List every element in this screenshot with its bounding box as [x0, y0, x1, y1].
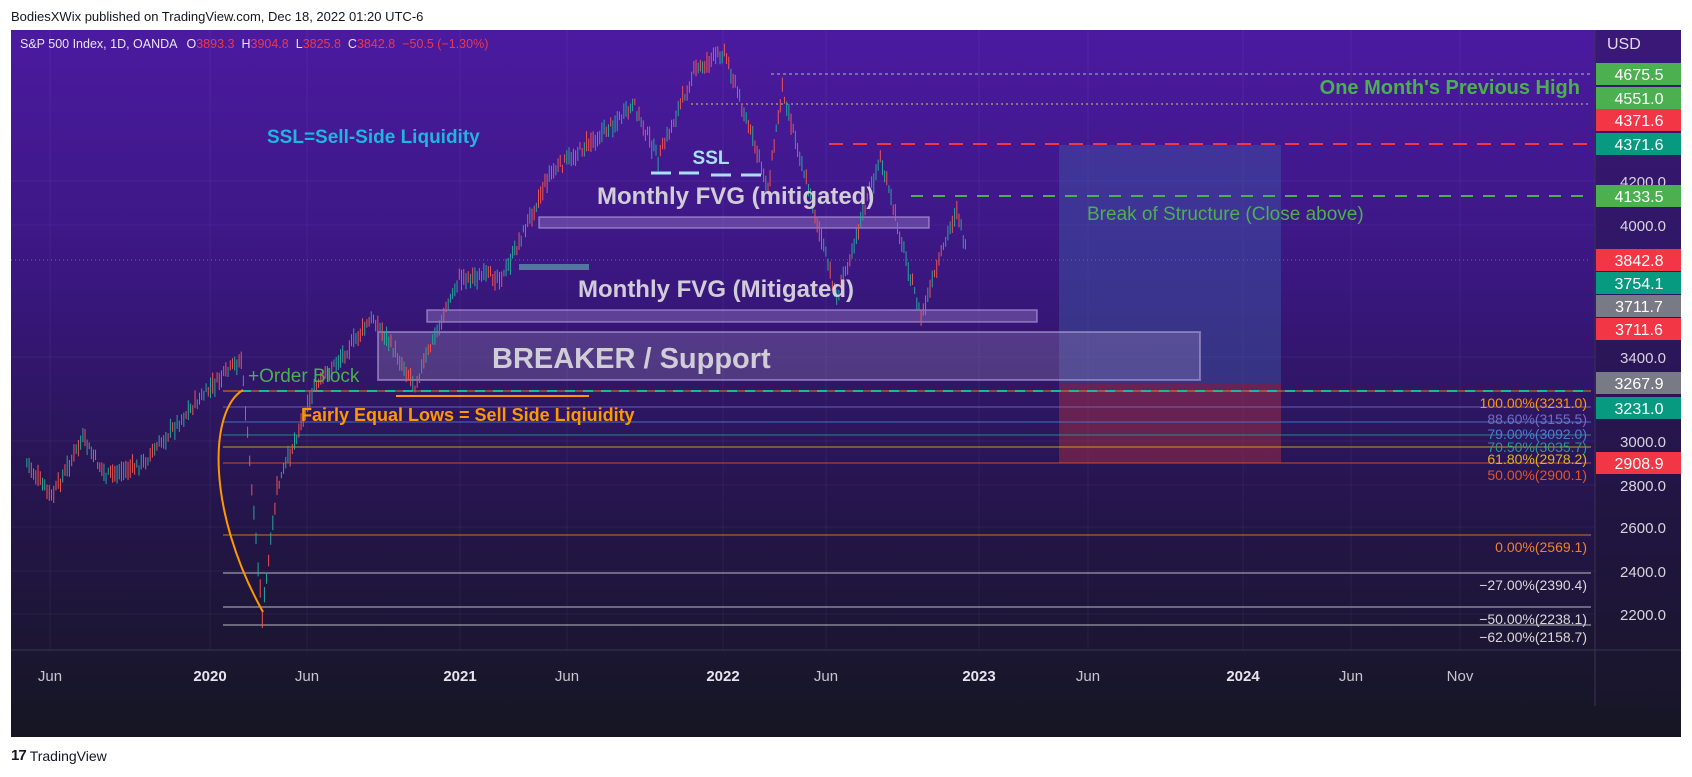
price-label-1: 4551.0: [1596, 87, 1681, 109]
x-tick-8: Jun: [1076, 668, 1100, 685]
change-value: −50.5 (−1.30%): [402, 37, 488, 51]
price-labels: 4675.5 4551.0 4371.6 4371.6 4133.5 3842.8 3754…: [1596, 63, 1681, 474]
svg-text:3842.8: 3842.8: [1615, 253, 1664, 270]
price-axis[interactable]: USD 2200.0 2400.0 2600.0 2800.0 3000.0 3400.0…: [1594, 30, 1681, 706]
h-label: H: [241, 37, 250, 51]
fib-label-2: 79.00%(3092.0): [1487, 426, 1587, 442]
fvg-lower-zone: [426, 309, 1038, 323]
fib-labels: 100.00%(3231.0)88.60%(3155.5)79.00%(3092…: [1479, 395, 1587, 645]
published-text: BodiesXWix published on TradingView.com,…: [11, 9, 424, 24]
equal-lows-text: Fairly Equal Lows = Sell Side Liqiuidity: [301, 405, 635, 425]
o-label: O: [187, 37, 197, 51]
o-value: 3893.3: [196, 37, 234, 51]
x-tick-2: Jun: [295, 668, 319, 685]
price-candles: [26, 43, 966, 628]
svg-text:3231.0: 3231.0: [1615, 401, 1664, 418]
y-tick-6: 4000.0: [1620, 218, 1666, 235]
fvg-upper-text: Monthly FVG (mitigated): [597, 183, 874, 210]
order-block-text: +Order Block: [248, 366, 360, 387]
price-label-9: 3267.9: [1596, 372, 1681, 394]
fib-label-1: 88.60%(3155.5): [1487, 411, 1587, 427]
x-tick-10: Jun: [1339, 668, 1363, 685]
price-label-3: 4371.6: [1596, 133, 1681, 155]
x-tick-9: 2024: [1226, 668, 1260, 685]
price-label-0: 4675.5: [1596, 63, 1681, 85]
breaker-support-zone: [377, 331, 1201, 381]
price-label-11: 2908.9: [1596, 452, 1681, 474]
x-tick-labels: Jun 2020 Jun 2021 Jun 2022 Jun 2023 Jun 2024 Jun No…: [38, 668, 1474, 685]
svg-text:3711.7: 3711.7: [1615, 299, 1663, 316]
x-tick-3: 2021: [443, 668, 476, 685]
publish-header: BodiesXWix published on TradingView.com,…: [0, 0, 1692, 30]
price-axis-unit: USD: [1607, 36, 1641, 53]
fib-label-7: −27.00%(2390.4): [1479, 577, 1587, 593]
l-label: L: [296, 37, 303, 51]
x-tick-5: 2022: [706, 668, 739, 685]
order-block-zone: [519, 264, 589, 270]
bos-text: Break of Structure (Close above): [1087, 204, 1364, 225]
svg-text:4133.5: 4133.5: [1615, 189, 1664, 206]
tradingview-name: TradingView: [29, 747, 107, 764]
svg-text:4551.0: 4551.0: [1615, 91, 1664, 108]
fib-label-4: 61.80%(2978.2): [1487, 451, 1587, 467]
l-value: 3825.8: [303, 37, 341, 51]
tradingview-logo[interactable]: 17 TradingView: [11, 747, 107, 764]
price-label-4: 4133.5: [1596, 185, 1681, 207]
x-tick-1: 2020: [193, 668, 226, 685]
chart-svg[interactable]: SSL=Sell-Side Liquidity SSL Monthly FVG …: [11, 30, 1681, 737]
svg-text:4371.6: 4371.6: [1615, 113, 1664, 130]
fib-lines: [223, 390, 1591, 626]
fib-label-3: 70.50%(3035.7): [1487, 439, 1587, 455]
y-tick-4: 3000.0: [1620, 434, 1666, 451]
price-label-10: 3231.0: [1596, 397, 1681, 419]
y-tick-5: 3400.0: [1620, 350, 1666, 367]
crash-curve: [217, 389, 264, 613]
price-label-8: 3711.6: [1596, 318, 1681, 340]
svg-text:4675.5: 4675.5: [1615, 67, 1664, 84]
svg-text:3754.1: 3754.1: [1615, 276, 1664, 293]
ssl-dashes: [651, 171, 761, 177]
y-tick-2: 2600.0: [1620, 520, 1666, 537]
svg-text:4371.6: 4371.6: [1615, 137, 1664, 154]
fib-label-8: −50.00%(2238.1): [1479, 611, 1587, 627]
x-tick-7: 2023: [962, 668, 995, 685]
c-label: C: [348, 37, 357, 51]
prev-high-text: One Month's Previous High: [1320, 77, 1580, 99]
breaker-text: BREAKER / Support: [492, 343, 771, 375]
x-tick-0: Jun: [38, 668, 62, 685]
price-label-7: 3711.7: [1596, 295, 1681, 317]
symbol-text: S&P 500 Index, 1D, OANDA: [20, 37, 178, 51]
footer: 17 TradingView: [0, 737, 1692, 777]
price-label-2: 4371.6: [1596, 109, 1681, 131]
trade-loss-zone: [1059, 383, 1281, 463]
fvg-upper-zone: [538, 216, 930, 229]
fib-label-0: 100.00%(3231.0): [1480, 395, 1587, 411]
svg-text:2908.9: 2908.9: [1615, 456, 1664, 473]
fib-label-6: 0.00%(2569.1): [1495, 539, 1587, 555]
fib-label-5: 50.00%(2900.1): [1487, 467, 1587, 483]
svg-text:3267.9: 3267.9: [1615, 376, 1664, 393]
price-label-6: 3754.1: [1596, 272, 1681, 294]
time-axis[interactable]: Jun 2020 Jun 2021 Jun 2022 Jun 2023 Jun 2024 Jun No…: [11, 649, 1681, 685]
y-tick-1: 2400.0: [1620, 564, 1666, 581]
y-tick-3: 2800.0: [1620, 478, 1666, 495]
x-tick-6: Jun: [814, 668, 838, 685]
svg-text:3711.6: 3711.6: [1615, 322, 1663, 339]
fvg-lower-text: Monthly FVG (Mitigated): [578, 276, 854, 303]
fib-label-9: −62.00%(2158.7): [1479, 629, 1587, 645]
x-tick-11: Nov: [1447, 668, 1474, 685]
tradingview-mark-icon: 17: [11, 747, 27, 764]
price-label-5: 3842.8: [1596, 249, 1681, 271]
trade-profit-zone: [1059, 145, 1281, 383]
ssl-text: SSL: [693, 148, 730, 169]
h-value: 3904.8: [251, 37, 289, 51]
ssl-definition-text: SSL=Sell-Side Liquidity: [267, 127, 480, 148]
c-value: 3842.8: [357, 37, 395, 51]
chart-frame[interactable]: SSL=Sell-Side Liquidity SSL Monthly FVG …: [11, 30, 1681, 737]
y-tick-0: 2200.0: [1620, 607, 1666, 624]
symbol-legend: S&P 500 Index, 1D, OANDA O3893.3 H3904.8 L3…: [20, 37, 488, 51]
grid: [11, 30, 1595, 650]
x-tick-4: Jun: [555, 668, 579, 685]
